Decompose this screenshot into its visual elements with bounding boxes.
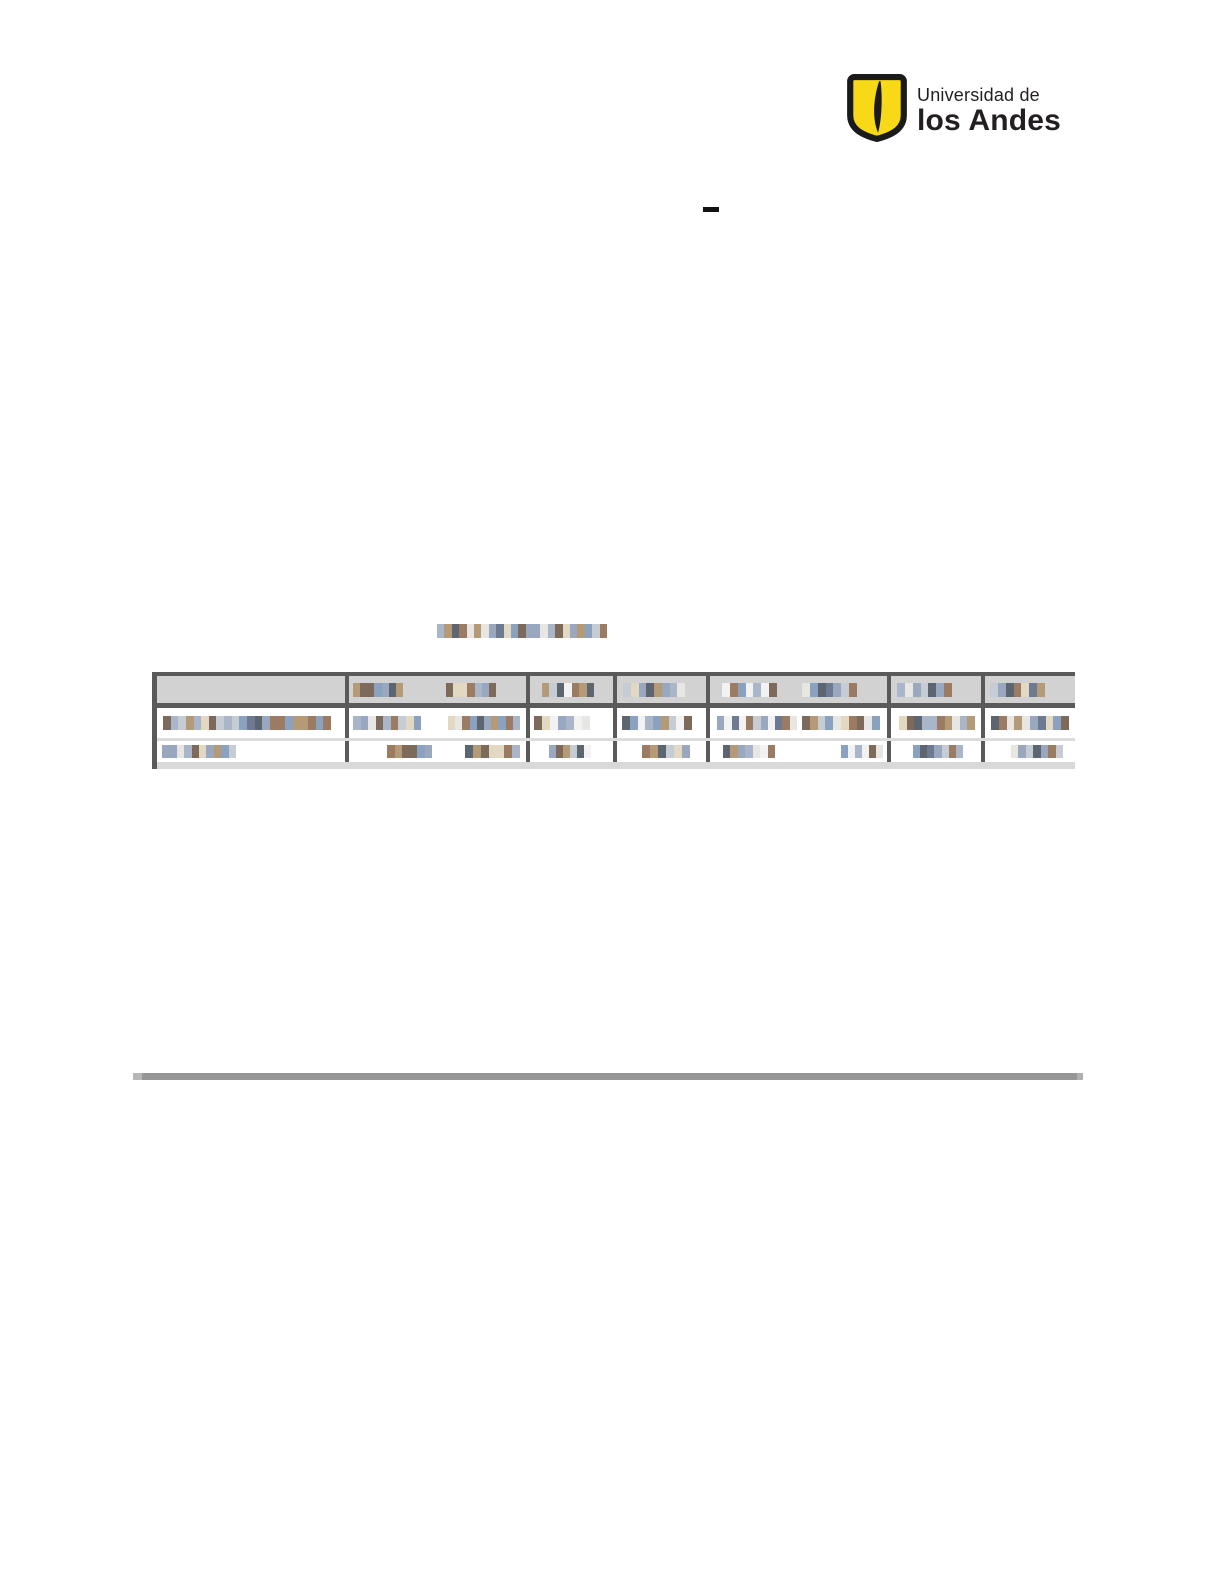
table-cell xyxy=(981,741,1071,762)
table-bottom-border xyxy=(157,762,1075,769)
table-cell xyxy=(345,741,526,762)
blurred-text xyxy=(623,682,685,697)
table-cell xyxy=(887,676,981,703)
blurred-text xyxy=(991,716,1069,730)
table-cell xyxy=(706,708,887,738)
table-caption-blurred xyxy=(437,624,607,638)
table-cell xyxy=(613,708,706,738)
table-cell xyxy=(613,741,706,762)
blurred-text xyxy=(534,716,590,730)
table-cell xyxy=(887,741,981,762)
logo-line1: Universidad de xyxy=(917,85,1040,105)
blurred-text xyxy=(353,682,403,697)
blurred-text xyxy=(437,624,607,638)
logo-line2: los Andes xyxy=(917,104,1062,137)
table-cell xyxy=(157,676,345,703)
blurred-text xyxy=(990,682,1045,697)
blurred-text xyxy=(353,716,421,730)
blurred-text xyxy=(163,716,331,730)
blurred-text xyxy=(465,745,520,758)
table-cell xyxy=(157,708,345,738)
section-divider xyxy=(133,1073,1083,1080)
logo-wordmark: Universidad de los Andes xyxy=(917,85,1061,136)
blurred-text xyxy=(802,716,880,730)
blurred-text xyxy=(913,745,963,758)
table-cell xyxy=(526,741,613,762)
table-cell xyxy=(887,708,981,738)
table-row xyxy=(157,741,1075,762)
logo-shield-icon xyxy=(846,74,908,147)
blurred-text xyxy=(549,745,591,758)
table-cell xyxy=(706,741,887,762)
blurred-text xyxy=(622,716,692,730)
blurred-text xyxy=(722,682,777,697)
blurred-text xyxy=(841,745,883,758)
table-cell xyxy=(345,676,526,703)
table-cell xyxy=(345,708,526,738)
blurred-text xyxy=(446,682,496,697)
blurred-text xyxy=(642,745,690,758)
blurred-text xyxy=(899,716,975,730)
table-cell xyxy=(526,708,613,738)
university-logo: Universidad de los Andes xyxy=(846,74,1061,147)
table-cell xyxy=(613,676,706,703)
data-table xyxy=(152,672,1075,769)
blurred-text xyxy=(162,745,236,758)
blurred-text xyxy=(802,682,857,697)
row-separator xyxy=(157,738,1075,741)
blurred-text xyxy=(1011,745,1063,758)
table-cell xyxy=(981,708,1071,738)
title-dash xyxy=(703,207,719,212)
table-cell xyxy=(526,676,613,703)
table-cell xyxy=(706,676,887,703)
table-cell xyxy=(981,676,1071,703)
blurred-text xyxy=(723,745,775,758)
blurred-text xyxy=(448,716,520,730)
blurred-text xyxy=(542,682,594,697)
blurred-text xyxy=(897,682,952,697)
table-header-row xyxy=(157,672,1075,708)
table-row xyxy=(157,708,1075,738)
blurred-text xyxy=(387,745,432,758)
table-cell xyxy=(157,741,345,762)
blurred-text xyxy=(717,716,797,730)
